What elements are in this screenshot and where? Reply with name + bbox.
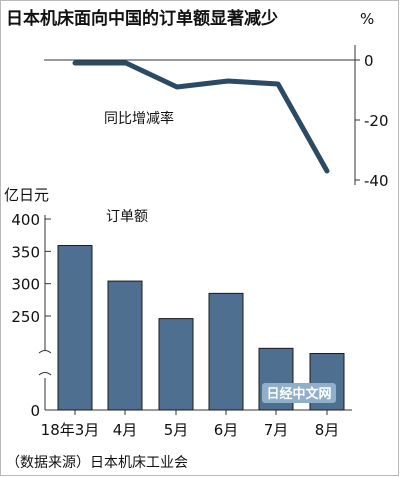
source-note: （数据来源）日本机床工业会 — [6, 455, 188, 471]
chart-title: 日本机床面向中国的订单额显著减少 — [6, 8, 278, 29]
line-series-label: 同比增减率 — [104, 110, 174, 127]
watermark-text: 日经中文网 — [266, 386, 331, 402]
growth-rate-point — [277, 83, 279, 85]
bar-x-tick-label: 7月 — [264, 421, 289, 439]
bar-x-tick-label: 5月 — [164, 421, 189, 439]
bar-x-tick-label: 8月 — [315, 421, 340, 439]
bar-y-tick-label: 300 — [11, 276, 40, 294]
bar-series-label: 订单额 — [106, 209, 148, 225]
growth-rate-series-line — [72, 60, 330, 174]
bar-y-tick-label: 250 — [11, 308, 40, 326]
order-amount-bar — [107, 280, 143, 411]
watermark: 日经中文网 — [262, 383, 336, 403]
growth-rate-line-chart: % 同比增减率 0 -20 -40 — [44, 10, 389, 190]
growth-rate-point — [227, 80, 229, 82]
bar-y-tick-label: 0 — [30, 402, 40, 420]
bar-y-tick-label: 400 — [11, 211, 40, 229]
order-amount-bar — [158, 318, 194, 411]
bar-x-tick-label: 18年3月 — [41, 421, 100, 439]
growth-rate-point — [176, 86, 178, 88]
order-amount-bar — [57, 245, 93, 411]
axis-break-upper — [38, 350, 52, 354]
growth-rate-point — [125, 62, 127, 64]
growth-rate-point — [326, 170, 328, 172]
order-amount-bar — [208, 292, 244, 411]
watermark-bg — [262, 383, 336, 403]
bar-y-unit: 亿日元 — [4, 186, 49, 204]
bar-x-tick-label: 6月 — [214, 421, 239, 439]
line-y-unit: % — [360, 10, 374, 28]
axis-break-lower — [38, 372, 52, 376]
bar-y-tick-label: 350 — [11, 243, 40, 261]
line-y-tick-label: 0 — [364, 52, 374, 70]
bar-x-tick-label: 4月 — [113, 421, 138, 439]
line-y-tick-label: -40 — [364, 172, 389, 190]
line-y-tick-label: -20 — [364, 112, 389, 130]
growth-rate-point — [74, 62, 76, 64]
